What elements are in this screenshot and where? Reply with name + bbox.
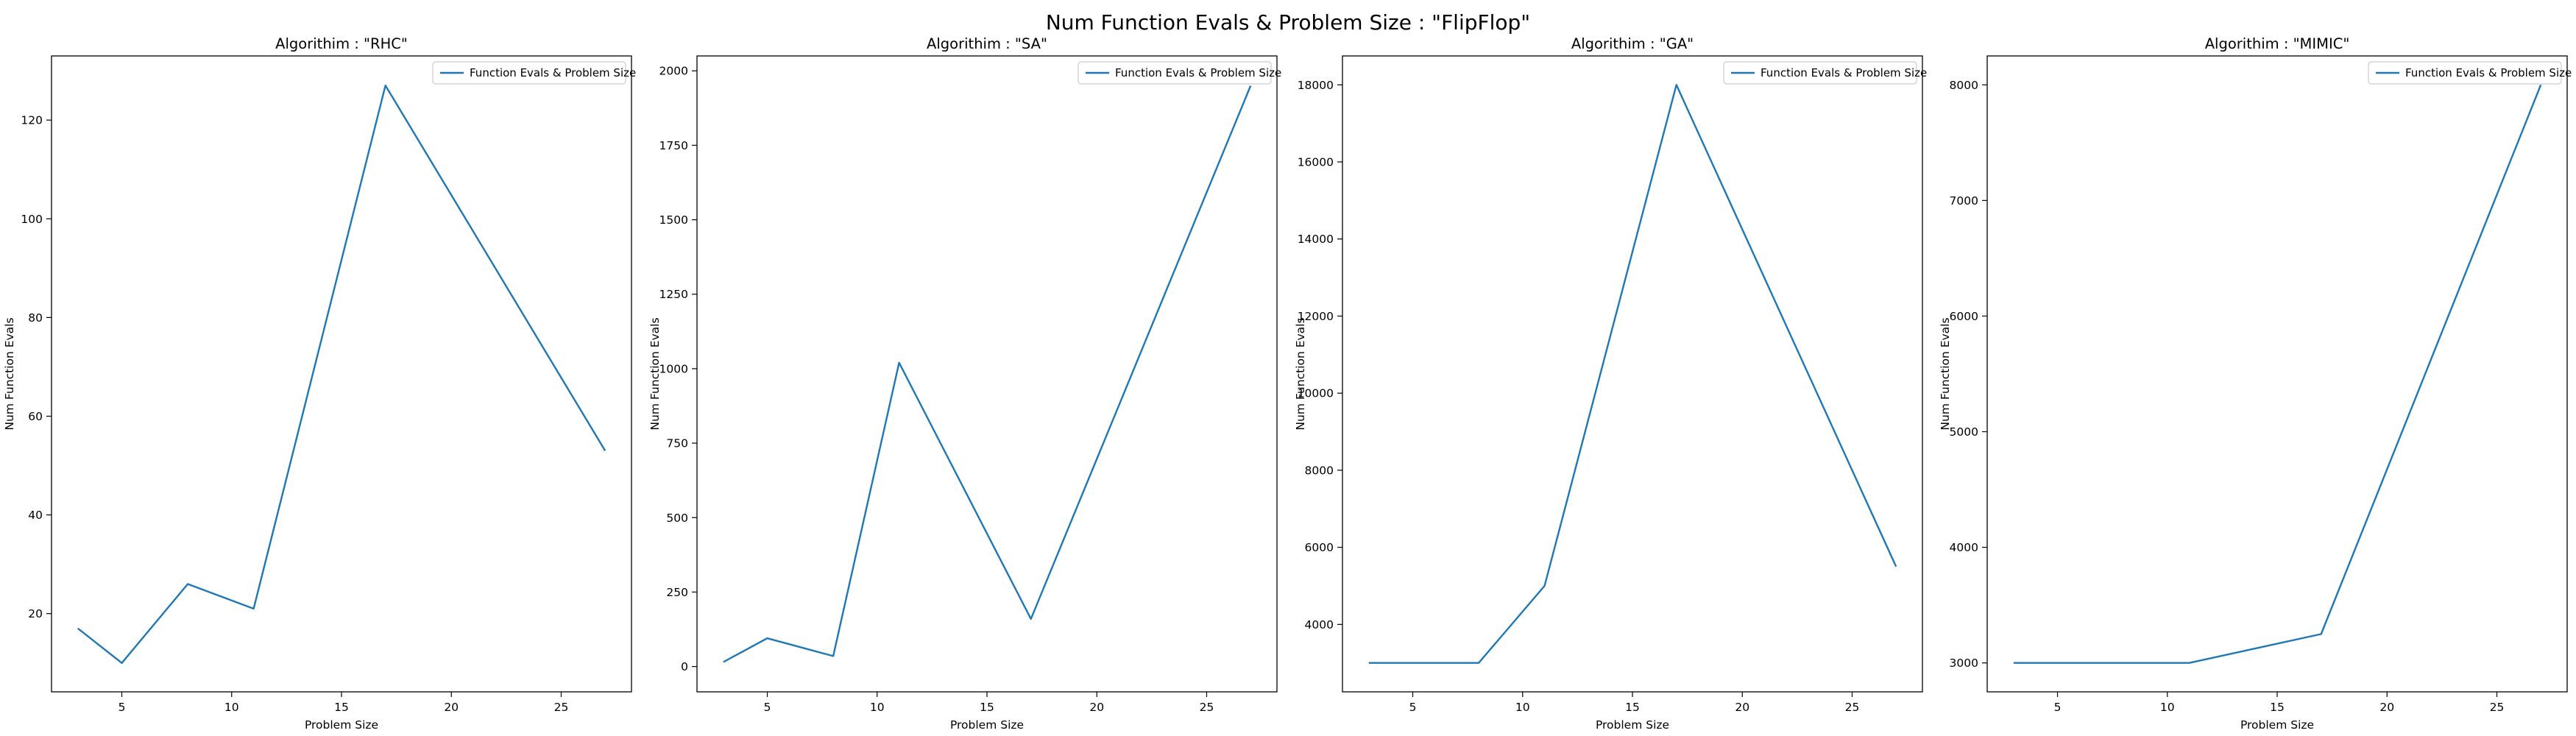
x-tick-label: 20 [2379,701,2394,714]
y-tick-label: 8000 [1950,79,1978,92]
y-tick-label: 500 [666,512,688,525]
y-tick-label: 7000 [1950,194,1978,208]
chart-panel: Algorithim : "RHC" 5 10 15 20 25 20 40 60 80 100 12… [3,35,636,732]
y-tick-label: 8000 [1305,464,1334,477]
y-tick-label: 80 [28,311,43,325]
y-tick-label: 20 [28,607,43,620]
x-tick-label: 20 [444,701,459,714]
x-tick-label: 10 [870,701,885,714]
y-tick-label: 10000 [1298,387,1334,400]
series-line [77,84,606,664]
plot-area-frame [696,55,1278,693]
x-tick-label: 15 [980,701,994,714]
y-tick-label: 0 [681,660,688,673]
y-tick-label: 1000 [659,362,688,375]
chart-title: Algorithim : "SA" [927,35,1047,52]
x-axis-label: Problem Size [305,718,378,732]
y-tick-label: 5000 [1950,425,1978,439]
x-tick-label: 10 [2160,701,2175,714]
y-tick-label: 3000 [1950,657,1978,670]
y-tick-label: 1250 [659,288,688,301]
y-tick-label: 6000 [1950,310,1978,323]
x-tick-label: 20 [1735,701,1749,714]
y-tick-label: 18000 [1298,79,1334,92]
y-axis-label: Num Function Evals [3,317,16,430]
x-tick-label: 25 [554,701,569,714]
y-tick-label: 750 [666,437,688,450]
y-tick-label: 4000 [1305,618,1334,631]
y-tick-label: 6000 [1305,541,1334,554]
legend-box [1078,61,1272,85]
legend-box [2368,61,2562,85]
y-tick-label: 1500 [659,213,688,227]
x-tick-label: 5 [2054,701,2062,714]
legend: Function Evals & Problem Size [1723,61,1927,85]
x-tick-label: 25 [2490,701,2505,714]
y-tick-label: 2000 [659,65,688,78]
y-tick-label: 16000 [1298,156,1334,169]
x-tick-label: 20 [1089,701,1104,714]
x-tick-label: 15 [2270,701,2285,714]
x-axis-label: Problem Size [1596,718,1669,732]
chart-panel: Algorithim : "MIMIC" 5 10 15 20 25 3000 4000 500… [1939,35,2572,732]
x-tick-label: 10 [1515,701,1530,714]
y-tick-label: 1750 [659,139,688,152]
y-tick-label: 4000 [1950,541,1978,554]
legend-box [1723,61,1917,85]
x-tick-label: 15 [1625,701,1640,714]
chart-panel: Algorithim : "SA"5 10 15 20 2502505007501000… [648,35,1281,732]
legend-box [432,61,626,85]
legend-label: Function Evals & Problem Size [470,66,636,79]
y-tick-label: 14000 [1298,233,1334,246]
legend: Function Evals & Problem Size [2368,61,2572,85]
legend-label: Function Evals & Problem Size [2405,66,2572,79]
series-line [1368,84,1897,664]
figure-suptitle: Num Function Evals & Problem Size : "Fli… [1046,10,1530,35]
x-axis-label: Problem Size [2240,718,2314,732]
x-tick-label: 5 [1409,701,1417,714]
chart-title: Algorithim : "GA" [1571,35,1694,52]
legend: Function Evals & Problem Size [1078,61,1281,85]
legend-label: Function Evals & Problem Size [1761,66,1927,79]
series-line [723,85,1252,663]
y-tick-label: 40 [28,509,43,522]
chart-title: Algorithim : "RHC" [275,35,408,52]
x-tick-label: 10 [224,701,239,714]
x-axis-label: Problem Size [950,718,1024,732]
y-tick-label: 120 [21,114,43,127]
x-tick-label: 15 [334,701,349,714]
y-tick-label: 100 [21,213,43,226]
plot-area-frame [1342,55,1923,693]
y-axis-label: Num Function Evals [648,317,662,430]
legend: Function Evals & Problem Size [432,61,636,85]
y-tick-label: 60 [28,410,43,423]
x-tick-label: 5 [118,701,126,714]
plot-area-frame [51,55,632,693]
chart-panels: Algorithim : "RHC"5 10 15 20 252040608010012… [3,35,2572,732]
y-axis-label: Num Function Evals [1294,317,1307,430]
chart-title: Algorithim : "MIMIC" [2205,35,2350,52]
chart-panel: Algorithim : "GA" 5 10 15 20 25 4000 6000 8000 10… [1294,35,1927,732]
x-tick-label: 5 [764,701,771,714]
y-axis-label: Num Function Evals [1939,317,1952,430]
y-tick-label: 250 [666,586,688,599]
y-tick-label: 12000 [1298,310,1334,323]
x-tick-label: 25 [1200,701,1214,714]
x-tick-label: 25 [1845,701,1860,714]
series-line [2013,84,2542,664]
plot-area-frame [1986,55,2568,693]
legend-label: Function Evals & Problem Size [1115,66,1281,79]
